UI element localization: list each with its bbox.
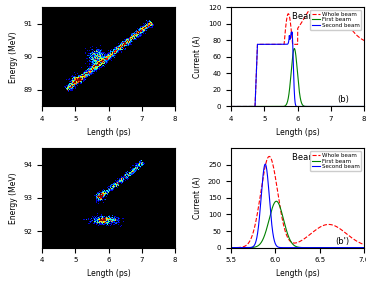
Y-axis label: Current (A): Current (A) bbox=[193, 35, 202, 78]
X-axis label: Length (ps): Length (ps) bbox=[87, 269, 131, 278]
Y-axis label: Current (A): Current (A) bbox=[193, 177, 202, 219]
Text: (a'): (a') bbox=[146, 237, 160, 246]
Legend: Whole beam, First beam, Second beam: Whole beam, First beam, Second beam bbox=[310, 151, 361, 171]
Y-axis label: Energy (MeV): Energy (MeV) bbox=[9, 31, 18, 83]
Text: Beam B: Beam B bbox=[292, 153, 325, 162]
Text: (b'): (b') bbox=[335, 237, 349, 246]
Text: Beam A: Beam A bbox=[63, 12, 96, 21]
X-axis label: Length (ps): Length (ps) bbox=[276, 128, 320, 137]
Y-axis label: Energy (MeV): Energy (MeV) bbox=[9, 172, 18, 224]
Text: Beam B: Beam B bbox=[63, 153, 96, 162]
Legend: Whole beam, First beam, Second beam: Whole beam, First beam, Second beam bbox=[310, 10, 361, 30]
Text: Beam A: Beam A bbox=[292, 12, 325, 21]
Text: (b): (b) bbox=[337, 95, 350, 104]
Text: (a): (a) bbox=[151, 95, 163, 104]
X-axis label: Length (ps): Length (ps) bbox=[276, 269, 320, 278]
X-axis label: Length (ps): Length (ps) bbox=[87, 128, 131, 137]
